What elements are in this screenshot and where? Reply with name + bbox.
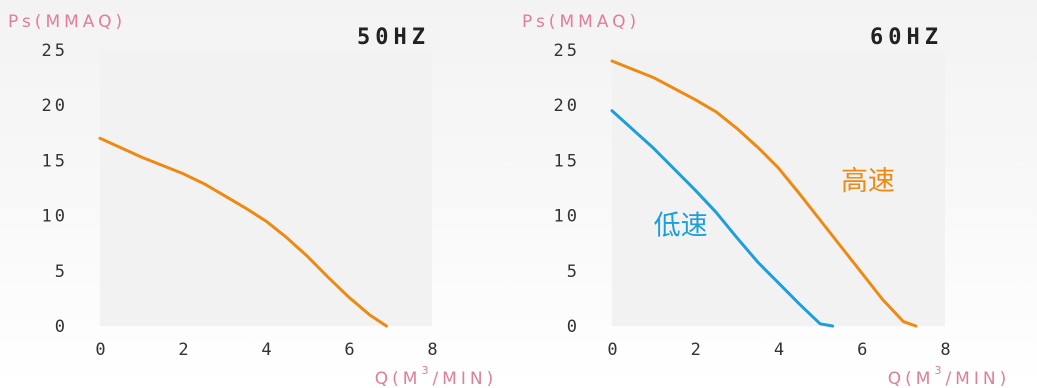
series-label: 高速 (841, 166, 895, 197)
x-tick-label: 2 (691, 340, 704, 360)
y-axis-label: Ps(MMAQ) (522, 12, 640, 32)
y-axis-label: Ps(MMAQ) (8, 12, 126, 32)
y-tick-label: 15 (554, 151, 580, 171)
y-tick-label: 0 (567, 317, 580, 337)
x-tick-label: 6 (344, 340, 357, 360)
series-line-secondary (610, 109, 835, 328)
y-tick-label: 15 (42, 151, 68, 171)
x-tick-label: 8 (427, 340, 440, 360)
x-tick-label: 4 (774, 340, 787, 360)
y-tick-label: 0 (55, 317, 68, 337)
chart-0: 0 5 10 15 20 25 0 2 4 6 8 Ps(MMAQ) 50HZ Q(M3/MIN) (8, 12, 497, 388)
x-tick-label: 6 (857, 340, 870, 360)
chart-title: 50HZ (357, 25, 430, 50)
x-tick-label: 0 (95, 340, 108, 360)
x-axis-label: Q(M3/MIN) (375, 364, 497, 388)
y-tick-label: 25 (554, 41, 580, 61)
plot-area (100, 50, 432, 326)
y-tick-label: 5 (55, 262, 68, 282)
plot-area (612, 50, 945, 326)
series-line-primary (98, 136, 388, 328)
y-tick-label: 20 (42, 96, 68, 116)
series-line-primary (610, 59, 918, 328)
x-tick-label: 4 (261, 340, 274, 360)
y-tick-label: 25 (42, 41, 68, 61)
x-axis-label: Q(M3/MIN) (888, 364, 1010, 388)
y-tick-label: 5 (567, 262, 580, 282)
series-label: 低速 (654, 210, 708, 241)
y-tick-label: 20 (554, 96, 580, 116)
x-tick-label: 8 (940, 340, 953, 360)
x-tick-label: 2 (178, 340, 191, 360)
x-tick-label: 0 (607, 340, 620, 360)
chart-title: 60HZ (870, 25, 943, 50)
y-tick-label: 10 (42, 207, 68, 227)
y-tick-label: 10 (554, 207, 580, 227)
